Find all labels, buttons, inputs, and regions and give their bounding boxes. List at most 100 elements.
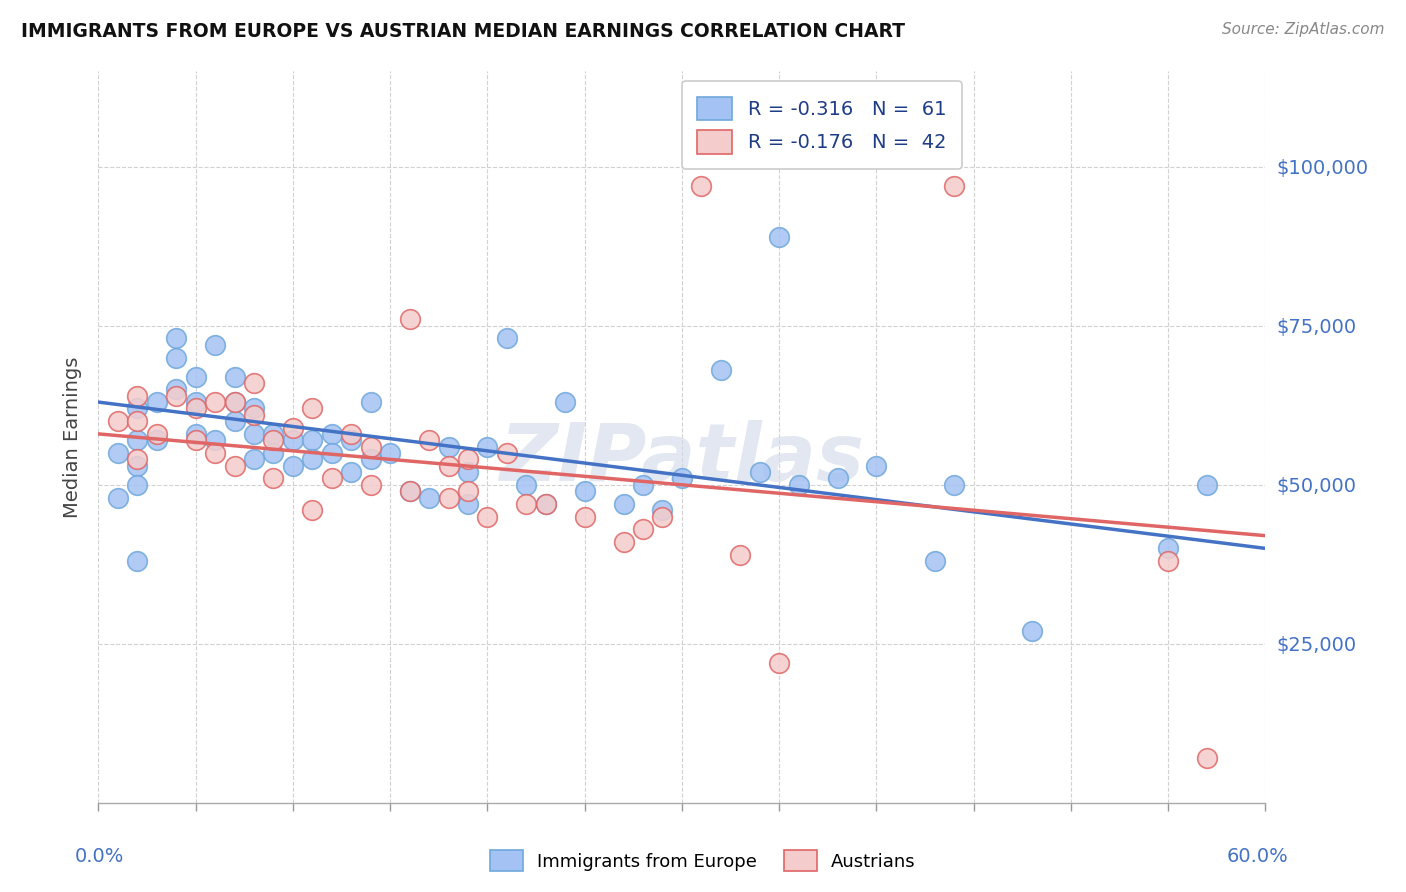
Point	[515, 497, 537, 511]
Point	[827, 471, 849, 485]
Point	[127, 414, 149, 428]
Point	[204, 446, 226, 460]
Point	[496, 331, 519, 345]
Point	[943, 178, 966, 193]
Point	[710, 363, 733, 377]
Point	[651, 509, 673, 524]
Point	[243, 408, 266, 422]
Point	[243, 452, 266, 467]
Point	[301, 452, 323, 467]
Point	[437, 458, 460, 473]
Point	[613, 497, 636, 511]
Point	[127, 477, 149, 491]
Point	[224, 395, 246, 409]
Point	[107, 491, 129, 505]
Point	[127, 401, 149, 416]
Point	[107, 446, 129, 460]
Point	[262, 446, 284, 460]
Text: 60.0%: 60.0%	[1227, 847, 1289, 866]
Text: Source: ZipAtlas.com: Source: ZipAtlas.com	[1222, 22, 1385, 37]
Point	[224, 395, 246, 409]
Point	[554, 395, 576, 409]
Point	[360, 395, 382, 409]
Point	[262, 434, 284, 448]
Point	[127, 452, 149, 467]
Point	[437, 440, 460, 454]
Legend: Immigrants from Europe, Austrians: Immigrants from Europe, Austrians	[484, 843, 922, 879]
Point	[204, 395, 226, 409]
Point	[631, 522, 654, 536]
Point	[1157, 554, 1180, 568]
Point	[224, 458, 246, 473]
Point	[613, 535, 636, 549]
Point	[127, 389, 149, 403]
Point	[184, 434, 207, 448]
Text: 0.0%: 0.0%	[75, 847, 125, 866]
Point	[165, 389, 187, 403]
Point	[515, 477, 537, 491]
Point	[457, 465, 479, 479]
Point	[146, 395, 169, 409]
Point	[224, 369, 246, 384]
Point	[184, 401, 207, 416]
Point	[146, 434, 169, 448]
Point	[262, 426, 284, 441]
Point	[1021, 624, 1043, 638]
Point	[671, 471, 693, 485]
Point	[690, 178, 713, 193]
Point	[477, 509, 499, 524]
Point	[184, 369, 207, 384]
Point	[768, 656, 790, 670]
Point	[398, 312, 420, 326]
Point	[943, 477, 966, 491]
Point	[534, 497, 557, 511]
Point	[360, 477, 382, 491]
Point	[262, 471, 284, 485]
Point	[574, 509, 596, 524]
Point	[301, 434, 323, 448]
Point	[398, 484, 420, 499]
Point	[243, 376, 266, 390]
Point	[418, 491, 440, 505]
Point	[204, 338, 226, 352]
Point	[730, 548, 752, 562]
Point	[184, 395, 207, 409]
Point	[146, 426, 169, 441]
Point	[301, 503, 323, 517]
Point	[380, 446, 402, 460]
Point	[437, 491, 460, 505]
Point	[787, 477, 810, 491]
Legend: R = -0.316   N =  61, R = -0.176   N =  42: R = -0.316 N = 61, R = -0.176 N = 42	[682, 81, 962, 169]
Point	[631, 477, 654, 491]
Point	[924, 554, 946, 568]
Point	[865, 458, 887, 473]
Point	[360, 440, 382, 454]
Point	[360, 452, 382, 467]
Point	[165, 331, 187, 345]
Point	[165, 351, 187, 365]
Point	[184, 426, 207, 441]
Point	[165, 383, 187, 397]
Point	[204, 434, 226, 448]
Point	[243, 426, 266, 441]
Point	[127, 434, 149, 448]
Point	[768, 229, 790, 244]
Point	[398, 484, 420, 499]
Point	[281, 420, 304, 434]
Point	[1157, 541, 1180, 556]
Point	[748, 465, 770, 479]
Point	[457, 484, 479, 499]
Point	[243, 401, 266, 416]
Point	[321, 471, 343, 485]
Point	[340, 426, 363, 441]
Point	[107, 414, 129, 428]
Point	[534, 497, 557, 511]
Point	[457, 452, 479, 467]
Text: ZIPatlas: ZIPatlas	[499, 420, 865, 498]
Point	[340, 434, 363, 448]
Point	[321, 426, 343, 441]
Point	[651, 503, 673, 517]
Point	[127, 458, 149, 473]
Point	[321, 446, 343, 460]
Point	[574, 484, 596, 499]
